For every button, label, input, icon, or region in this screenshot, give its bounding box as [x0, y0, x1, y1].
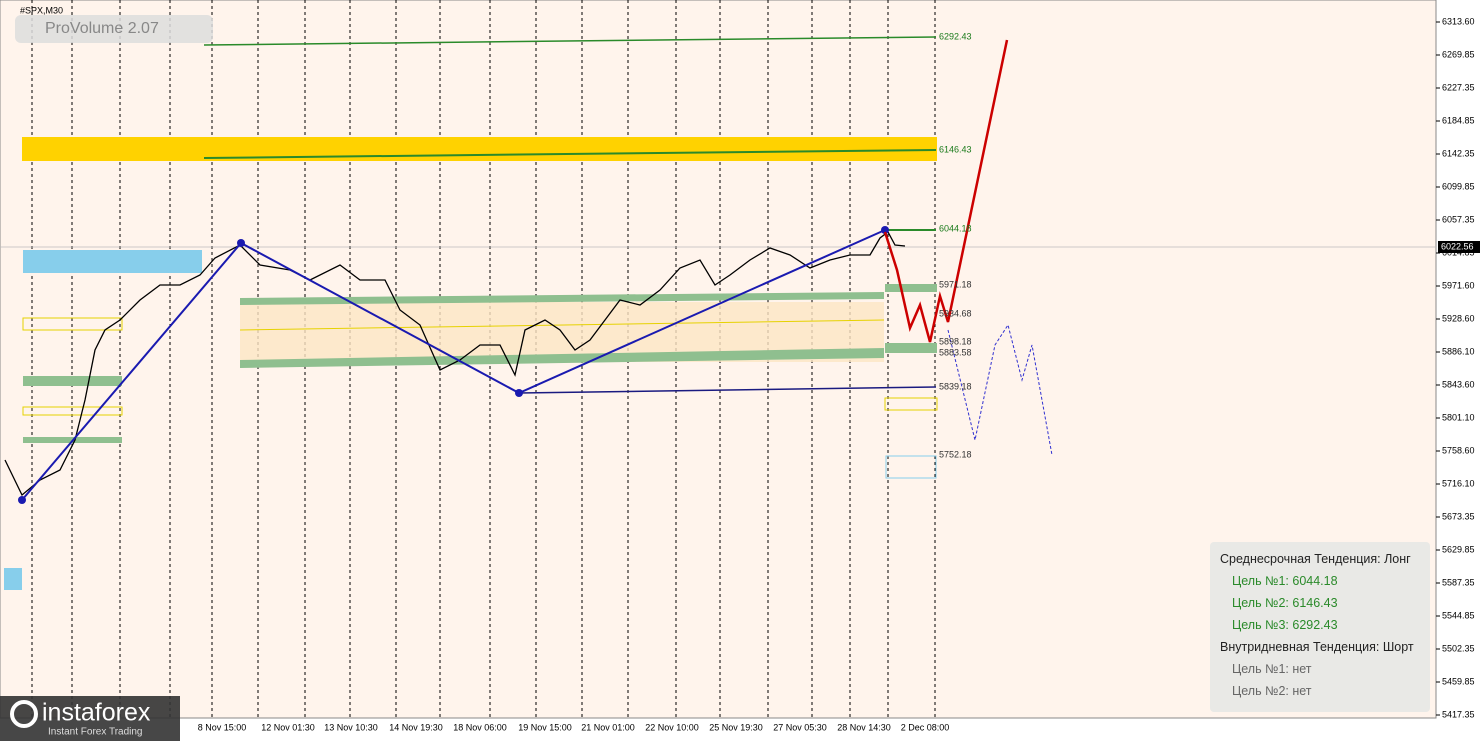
- zone: [23, 250, 202, 273]
- support-band: [885, 343, 937, 353]
- price-tick-label: 5629.85: [1442, 544, 1475, 554]
- box: [884, 397, 938, 411]
- price-tick-label: 6269.85: [1442, 49, 1475, 59]
- time-label: 2 Dec 08:00: [901, 722, 950, 732]
- box: [22, 317, 123, 331]
- time-label: 28 Nov 14:30: [837, 722, 891, 732]
- time-label: 8 Nov 15:00: [198, 722, 247, 732]
- price-tick-label: 5417.35: [1442, 709, 1475, 719]
- logo-icon: [10, 700, 38, 728]
- target-line: [203, 149, 937, 159]
- time-label: 18 Nov 06:00: [453, 722, 507, 732]
- panel-line: Цель №2: нет: [1232, 684, 1312, 698]
- price-tick-label: 5587.35: [1442, 577, 1475, 587]
- price-tick-label: 5673.35: [1442, 511, 1475, 521]
- current-price-box: [1438, 241, 1480, 253]
- panel-line: Цель №2: 6146.43: [1232, 596, 1338, 610]
- level-label: 5883.58: [939, 347, 972, 357]
- time-label: 25 Nov 19:30: [709, 722, 763, 732]
- time-label: 27 Nov 05:30: [773, 722, 827, 732]
- level-label: 6292.43: [939, 31, 972, 41]
- time-label: 22 Nov 10:00: [645, 722, 699, 732]
- pivots: [18, 226, 889, 504]
- indicator-badge: [15, 15, 213, 43]
- forecast-down: [947, 323, 1053, 456]
- price-series: [4, 231, 906, 497]
- zone: [4, 568, 22, 590]
- resistance-zone: [22, 137, 937, 161]
- price-tick-label: 6184.85: [1442, 115, 1475, 125]
- level-label: 6146.43: [939, 144, 972, 154]
- panel-line: Цель №1: нет: [1232, 662, 1312, 676]
- trend-panel: Среднесрочная Тенденция: Лонг Цель №1: 60…: [1210, 542, 1430, 712]
- panel-line: Цель №1: 6044.18: [1232, 574, 1338, 588]
- zigzag: [21, 229, 886, 501]
- support-band: [23, 376, 122, 386]
- time-label: 19 Nov 15:00: [518, 722, 572, 732]
- logo-name: instaforex: [42, 699, 151, 727]
- time-label: 14 Nov 19:30: [389, 722, 443, 732]
- price-tick-label: 5971.60: [1442, 280, 1475, 290]
- forecast-up: [883, 39, 1009, 343]
- price-tick-label: 5928.60: [1442, 313, 1475, 323]
- current-price: 6022.56: [1441, 241, 1474, 251]
- price-tick-label: 6142.35: [1442, 148, 1475, 158]
- price-tick-label: 5544.85: [1442, 610, 1475, 620]
- box: [22, 406, 123, 416]
- price-tick-label: 6227.35: [1442, 82, 1475, 92]
- target-line: [203, 36, 937, 46]
- price-tick-label: 5843.60: [1442, 379, 1475, 389]
- level-label: 5752.18: [939, 449, 972, 459]
- box: [885, 455, 937, 479]
- level-label: 5839.18: [939, 381, 972, 391]
- time-label: 12 Nov 01:30: [261, 722, 315, 732]
- mid-line: [239, 319, 885, 331]
- level-label: 5934.68: [939, 308, 972, 318]
- indicator-name: ProVolume 2.07: [45, 20, 159, 37]
- support-band: [240, 292, 884, 305]
- panel-line: Внутридневная Тенденция: Шорт: [1220, 640, 1414, 654]
- support-line: [518, 386, 937, 394]
- time-label: 21 Nov 01:00: [581, 722, 635, 732]
- symbol: #SPX,M30: [20, 5, 63, 15]
- time-label: 13 Nov 10:30: [324, 722, 378, 732]
- price-tick-label: 6099.85: [1442, 181, 1475, 191]
- level-label: 5898.18: [939, 336, 972, 346]
- panel-line: Среднесрочная Тенденция: Лонг: [1220, 552, 1411, 566]
- price-tick-label: 6057.35: [1442, 214, 1475, 224]
- price-tick-label: 5758.60: [1442, 445, 1475, 455]
- price-tick-label: 5502.35: [1442, 643, 1475, 653]
- plot-frame: [0, 0, 1437, 719]
- support-band: [885, 284, 937, 292]
- panel-line: Цель №3: 6292.43: [1232, 618, 1338, 632]
- level-label: 6044.18: [939, 223, 972, 233]
- price-tick-label: 5801.10: [1442, 412, 1475, 422]
- price-tick-label: 6313.60: [1442, 16, 1475, 26]
- price-tick-label: 5886.10: [1442, 346, 1475, 356]
- logo-tagline: Instant Forex Trading: [48, 727, 143, 738]
- support-band: [240, 348, 884, 368]
- level-label: 5971.18: [939, 279, 972, 289]
- price-tick-label: 5716.10: [1442, 478, 1475, 488]
- price-tick-label: 5459.85: [1442, 676, 1475, 686]
